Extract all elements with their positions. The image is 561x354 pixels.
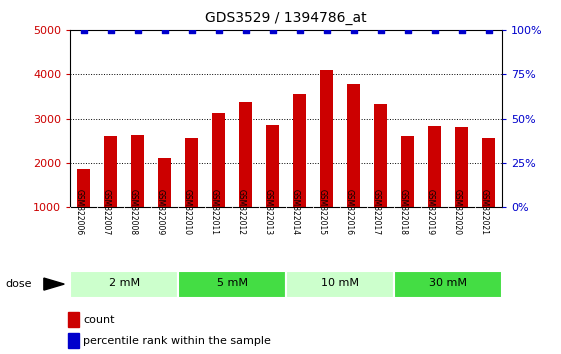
Bar (68, 312, 79, 327)
Bar (266, 125, 279, 207)
Point (349, 27, 358, 33)
Bar (185, 138, 199, 207)
Bar (374, 103, 387, 207)
Text: dose: dose (6, 279, 32, 289)
Point (403, 27, 412, 33)
Text: 10 mM: 10 mM (321, 279, 359, 289)
Point (160, 27, 169, 33)
Text: 5 mM: 5 mM (217, 279, 247, 289)
Bar (131, 135, 144, 207)
Bar (178, 270, 286, 298)
Text: GSM322009: GSM322009 (155, 189, 164, 235)
Text: GSM322014: GSM322014 (291, 189, 300, 235)
Text: GSM322017: GSM322017 (371, 189, 380, 235)
Bar (239, 102, 252, 207)
Point (322, 27, 331, 33)
Point (457, 27, 466, 33)
Text: GSM322013: GSM322013 (264, 189, 273, 235)
Bar (77, 170, 90, 207)
Point (79, 27, 88, 33)
Point (133, 27, 142, 33)
Text: count: count (83, 315, 115, 325)
Bar (70, 270, 178, 298)
Bar (212, 113, 226, 207)
Point (484, 27, 493, 33)
Text: GSM322021: GSM322021 (480, 189, 489, 235)
Bar (158, 159, 171, 207)
Text: GSM322010: GSM322010 (183, 189, 192, 235)
Text: GSM322015: GSM322015 (318, 189, 327, 235)
Bar (455, 127, 468, 207)
Text: 2 mM: 2 mM (109, 279, 140, 289)
Bar (320, 70, 333, 207)
Point (241, 27, 250, 33)
Text: GSM322007: GSM322007 (102, 189, 111, 235)
Text: GSM322012: GSM322012 (237, 189, 246, 235)
Text: GSM322008: GSM322008 (128, 189, 137, 235)
Text: 30 mM: 30 mM (429, 279, 467, 289)
Bar (68, 333, 79, 348)
Bar (347, 84, 360, 207)
Bar (293, 94, 306, 207)
Point (376, 27, 385, 33)
Text: GSM322018: GSM322018 (399, 189, 408, 235)
Point (187, 27, 196, 33)
Text: GSM322019: GSM322019 (426, 189, 435, 235)
Point (268, 27, 277, 33)
Text: GDS3529 / 1394786_at: GDS3529 / 1394786_at (205, 11, 367, 25)
Bar (286, 270, 394, 298)
Polygon shape (44, 278, 64, 290)
Point (106, 27, 115, 33)
Bar (394, 270, 502, 298)
Bar (428, 126, 442, 207)
Text: GSM322011: GSM322011 (210, 189, 219, 235)
Text: percentile rank within the sample: percentile rank within the sample (83, 336, 271, 346)
Bar (104, 136, 117, 207)
Text: GSM322016: GSM322016 (344, 189, 353, 235)
Bar (482, 138, 495, 207)
Text: GSM322020: GSM322020 (453, 189, 462, 235)
Point (430, 27, 439, 33)
Bar (401, 136, 415, 207)
Text: GSM322006: GSM322006 (75, 189, 84, 235)
Point (295, 27, 304, 33)
Point (214, 27, 223, 33)
